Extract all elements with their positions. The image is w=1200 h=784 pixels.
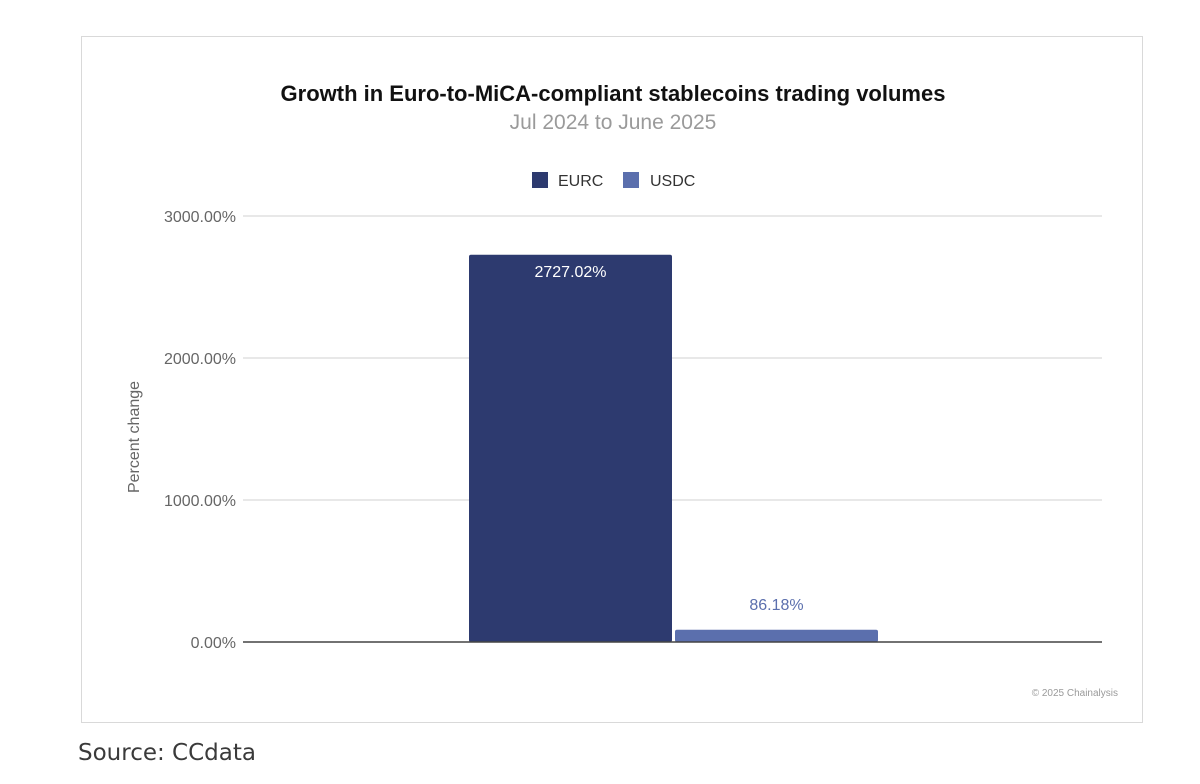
data-label-usdc: 86.18% [749,597,803,614]
legend-label-eurc: EURC [558,173,603,190]
data-label-eurc: 2727.02% [534,264,606,281]
y-tick-label: 2000.00% [164,351,236,368]
y-axis-label: Percent change [126,381,143,493]
legend: EURC USDC [532,172,695,190]
copyright: © 2025 Chainalysis [1032,688,1118,699]
chart-subtitle: Jul 2024 to June 2025 [510,111,717,134]
source-caption: Source: CCdata [78,740,256,766]
gridlines [243,215,1102,501]
y-tick-label: 0.00% [191,635,236,652]
y-tick-label: 1000.00% [164,493,236,510]
bar-eurc [469,254,672,642]
legend-swatch-eurc [532,172,548,188]
legend-label-usdc: USDC [650,173,695,190]
bar-usdc [675,629,878,642]
y-axis-ticks: 0.00% 1000.00% 2000.00% 3000.00% [164,209,236,652]
bars: 2727.02% 86.18% [469,254,878,642]
chart-title: Growth in Euro-to-MiCA-compliant stablec… [281,81,946,106]
y-tick-label: 3000.00% [164,209,236,226]
legend-swatch-usdc [623,172,639,188]
